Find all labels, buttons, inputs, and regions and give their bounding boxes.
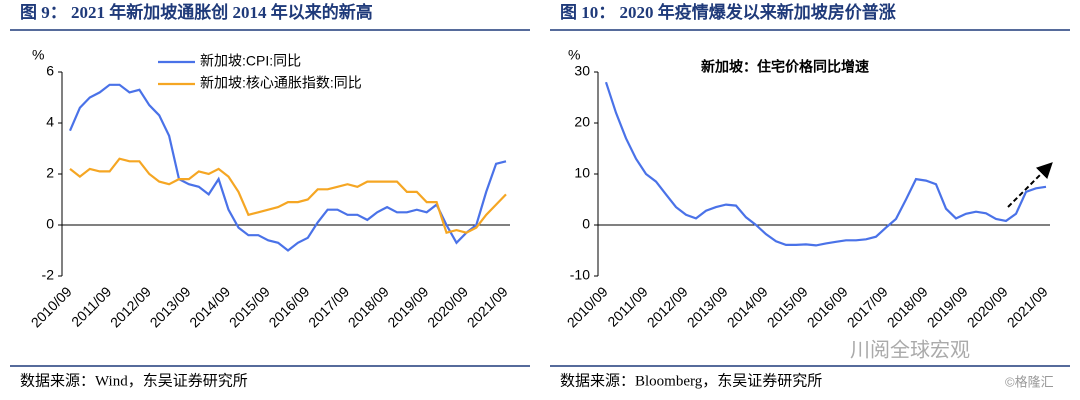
arrow xyxy=(1007,162,1053,208)
chart-title: 图 9： 2021 年新加坡通胀创 2014 年以来的新高 xyxy=(20,2,373,22)
legend-label: 新加坡:核心通胀指数:同比 xyxy=(200,75,362,91)
watermark: ©格隆汇 xyxy=(1005,374,1054,389)
y-tick-label: -2 xyxy=(42,267,55,283)
x-tick-label: 2013/09 xyxy=(147,283,194,330)
x-tick-label: 2014/09 xyxy=(186,283,233,330)
x-tick-label: 2016/09 xyxy=(804,283,851,330)
y-axis-label: % xyxy=(32,47,44,63)
x-tick-label: 2013/09 xyxy=(684,283,731,330)
x-tick-label: 2012/09 xyxy=(644,283,691,330)
y-tick-label: 4 xyxy=(46,114,54,130)
watermark: 川阅全球宏观 xyxy=(850,338,970,361)
y-tick-label: -10 xyxy=(570,267,590,283)
x-tick-label: 2010/09 xyxy=(28,283,75,330)
x-tick-label: 2011/09 xyxy=(604,283,651,330)
y-tick-label: 2 xyxy=(46,165,54,181)
y-tick-label: 0 xyxy=(46,216,54,232)
source: 数据来源：Wind，东吴证券研究所 xyxy=(20,372,248,389)
x-tick-label: 2017/09 xyxy=(844,283,891,330)
series-line xyxy=(69,157,507,235)
y-tick-label: 20 xyxy=(574,114,590,130)
y-tick-label: 6 xyxy=(46,63,54,79)
y-tick-label: 30 xyxy=(574,63,590,79)
x-tick-label: 2011/09 xyxy=(68,283,115,330)
x-tick-label: 2018/09 xyxy=(345,283,392,330)
x-tick-label: 2019/09 xyxy=(384,283,431,330)
legend-label: 新加坡:CPI:同比 xyxy=(200,53,301,69)
x-tick-label: 2014/09 xyxy=(724,283,771,330)
y-tick-label: 0 xyxy=(582,216,590,232)
x-tick-label: 2015/09 xyxy=(764,283,811,330)
x-tick-label: 2021/09 xyxy=(464,283,511,330)
y-axis-label: % xyxy=(568,47,580,63)
y-tick-label: 10 xyxy=(574,165,590,181)
series-line xyxy=(604,81,1047,247)
x-tick-label: 2010/09 xyxy=(564,283,611,330)
series-line xyxy=(68,83,507,252)
x-tick-label: 2016/09 xyxy=(265,283,312,330)
x-tick-label: 2017/09 xyxy=(305,283,352,330)
x-tick-label: 2012/09 xyxy=(107,283,154,330)
x-tick-label: 2019/09 xyxy=(924,283,971,330)
x-tick-label: 2015/09 xyxy=(226,283,273,330)
x-tick-label: 2021/09 xyxy=(1004,283,1051,330)
x-tick-label: 2020/09 xyxy=(424,283,471,330)
x-tick-label: 2020/09 xyxy=(964,283,1011,330)
annotation: 新加坡：住宅价格同比增速 xyxy=(701,59,869,75)
source: 数据来源：Bloomberg，东吴证券研究所 xyxy=(560,372,822,389)
chart-title: 图 10： 2020 年疫情爆发以来新加坡房价普涨 xyxy=(560,2,896,22)
x-tick-label: 2018/09 xyxy=(884,283,931,330)
